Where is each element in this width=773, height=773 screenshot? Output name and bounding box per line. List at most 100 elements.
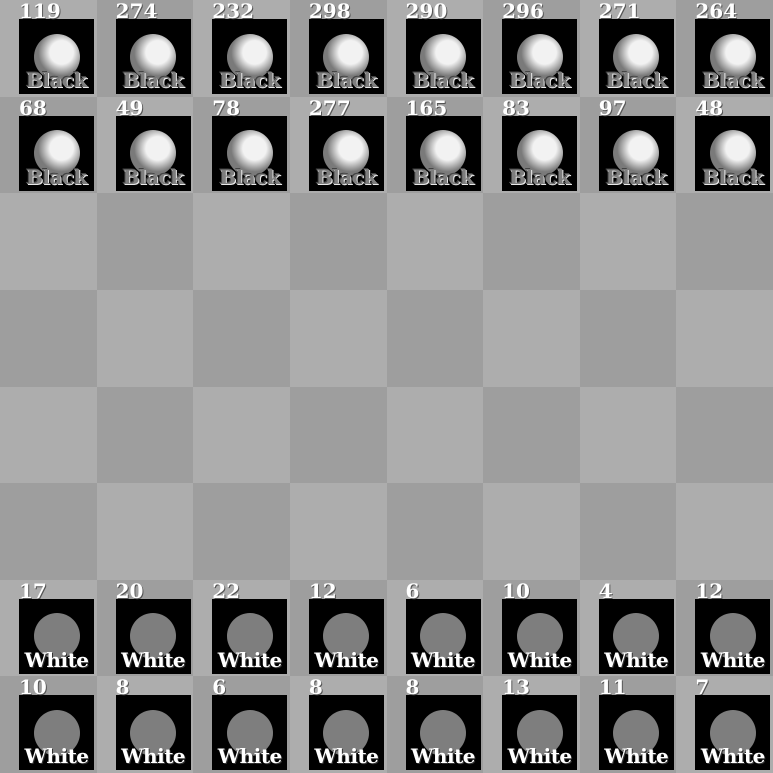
- board-square[interactable]: Black 83: [483, 96, 580, 194]
- black-piece-tile[interactable]: Black: [308, 115, 384, 191]
- black-piece-tile[interactable]: Black: [212, 19, 288, 94]
- board-square[interactable]: Black 119: [0, 0, 97, 97]
- board-square[interactable]: [96, 193, 194, 290]
- white-piece-tile[interactable]: White: [695, 695, 771, 771]
- board-square[interactable]: [676, 386, 773, 484]
- board-square[interactable]: Black 48: [676, 96, 773, 194]
- piece-count-label: 165: [405, 95, 448, 120]
- white-piece-tile[interactable]: White: [695, 598, 771, 674]
- board-square[interactable]: White 8: [96, 676, 194, 773]
- board-square[interactable]: Black 232: [193, 0, 290, 97]
- board-square[interactable]: White 12: [289, 578, 387, 677]
- board-square[interactable]: White 22: [193, 579, 290, 677]
- black-piece-tile[interactable]: Black: [405, 115, 481, 191]
- white-piece-tile[interactable]: White: [405, 695, 481, 771]
- board-square[interactable]: [289, 386, 387, 484]
- board-square[interactable]: White 8: [386, 676, 484, 773]
- board-square[interactable]: Black 277: [289, 96, 387, 194]
- black-piece-tile[interactable]: Black: [19, 115, 94, 191]
- board-square[interactable]: [579, 289, 677, 387]
- board-square[interactable]: White 6: [193, 676, 290, 773]
- black-piece-tile[interactable]: Black: [405, 19, 481, 94]
- board-square[interactable]: Black 298: [289, 0, 387, 97]
- board-square[interactable]: [676, 289, 773, 387]
- board-square[interactable]: White 17: [0, 579, 97, 677]
- board-square[interactable]: White 13: [483, 676, 580, 773]
- board-square[interactable]: [579, 193, 677, 290]
- board-square[interactable]: White 11: [579, 676, 677, 773]
- black-piece-tile[interactable]: Black: [598, 115, 674, 191]
- board-square[interactable]: [0, 289, 97, 387]
- board-square[interactable]: [579, 483, 677, 580]
- board-square[interactable]: Black 68: [0, 96, 97, 194]
- board-square[interactable]: [96, 289, 194, 387]
- board-square[interactable]: White 20: [96, 579, 194, 677]
- white-piece-tile[interactable]: White: [308, 598, 384, 674]
- board-square[interactable]: [0, 386, 97, 484]
- board-square[interactable]: White 8: [289, 676, 387, 773]
- board-square[interactable]: [193, 193, 290, 290]
- board-square[interactable]: Black 274: [96, 0, 194, 97]
- black-piece-tile[interactable]: Black: [695, 19, 771, 94]
- board-square[interactable]: [483, 289, 580, 387]
- board-square[interactable]: [483, 193, 580, 290]
- white-piece-tile[interactable]: White: [212, 598, 288, 674]
- black-piece-tile[interactable]: Black: [308, 19, 384, 94]
- board-square[interactable]: Black 290: [386, 0, 484, 97]
- board-square[interactable]: [193, 483, 290, 580]
- black-piece-tile[interactable]: Black: [502, 19, 578, 94]
- white-piece-tile[interactable]: White: [115, 598, 191, 674]
- white-piece-tile[interactable]: White: [19, 598, 94, 674]
- board-square[interactable]: [0, 483, 97, 580]
- board-square[interactable]: Black 296: [483, 0, 580, 97]
- white-piece-tile[interactable]: White: [502, 695, 578, 771]
- board-square[interactable]: [386, 386, 484, 484]
- white-piece-tile[interactable]: White: [115, 695, 191, 771]
- black-piece-tile[interactable]: Black: [115, 115, 191, 191]
- board-square[interactable]: [676, 193, 773, 290]
- white-piece-tile[interactable]: White: [598, 695, 674, 771]
- board-square[interactable]: White 6: [386, 579, 484, 677]
- board-square[interactable]: White 4: [579, 579, 677, 677]
- board-square[interactable]: Black 49: [96, 96, 194, 194]
- board-square[interactable]: [289, 483, 387, 580]
- board-square[interactable]: Black 271: [579, 0, 677, 97]
- board-square[interactable]: [386, 483, 484, 580]
- black-piece-tile[interactable]: Black: [598, 19, 674, 94]
- white-piece-tile[interactable]: White: [502, 598, 578, 674]
- board-square[interactable]: [676, 483, 773, 580]
- board-square[interactable]: [193, 289, 290, 387]
- board-square[interactable]: [289, 289, 387, 387]
- black-piece-tile[interactable]: Black: [115, 19, 191, 94]
- board-square[interactable]: White 7: [676, 676, 773, 773]
- piece-icon: [130, 33, 177, 80]
- board-square[interactable]: [386, 289, 484, 387]
- board-square[interactable]: [579, 386, 677, 484]
- board-square[interactable]: [96, 483, 194, 580]
- board-square[interactable]: Black 97: [579, 96, 677, 194]
- black-piece-tile[interactable]: Black: [695, 115, 771, 191]
- white-piece-tile[interactable]: White: [598, 598, 674, 674]
- board-square[interactable]: Black 165: [386, 95, 484, 194]
- black-piece-tile[interactable]: Black: [19, 19, 94, 94]
- board-square[interactable]: White 10: [0, 676, 97, 773]
- board-square[interactable]: Black 78: [193, 96, 290, 194]
- black-piece-tile[interactable]: Black: [502, 115, 578, 191]
- white-piece-tile[interactable]: White: [405, 598, 481, 674]
- board-square[interactable]: [483, 386, 580, 484]
- white-piece-tile[interactable]: White: [308, 695, 384, 771]
- white-piece-tile[interactable]: White: [212, 695, 288, 771]
- board-square[interactable]: White 12: [676, 579, 773, 677]
- board-square[interactable]: White 10: [483, 579, 580, 677]
- piece-count-label: 12: [308, 578, 337, 603]
- board-square[interactable]: [289, 193, 387, 290]
- board-square[interactable]: [0, 193, 97, 290]
- board-square[interactable]: [483, 483, 580, 580]
- white-piece-tile[interactable]: White: [19, 695, 94, 771]
- board-square[interactable]: [96, 386, 194, 484]
- board-square[interactable]: Black 264: [676, 0, 773, 97]
- piece-side-label: White: [24, 647, 89, 672]
- black-piece-tile[interactable]: Black: [212, 115, 288, 191]
- board-square[interactable]: [193, 386, 290, 484]
- board-square[interactable]: [386, 193, 484, 290]
